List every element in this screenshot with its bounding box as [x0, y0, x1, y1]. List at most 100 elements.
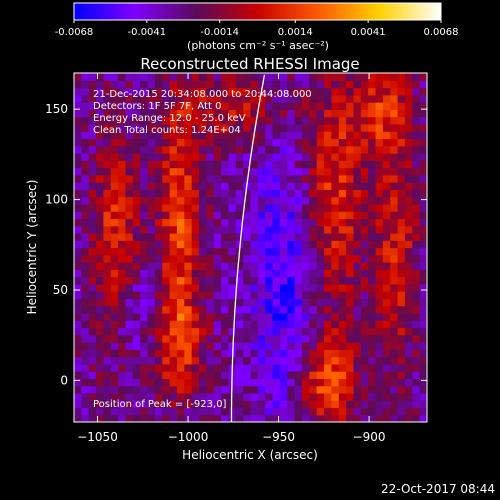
heatmap-cell — [412, 102, 421, 110]
heatmap-cell — [301, 160, 310, 169]
heatmap-cell — [397, 371, 406, 379]
heatmap-cell — [140, 80, 149, 89]
heatmap-cell — [397, 116, 406, 125]
heatmap-cell — [375, 392, 384, 401]
heatmap-cell — [228, 305, 237, 314]
heatmap-cell — [412, 167, 421, 176]
heatmap-cell — [265, 225, 274, 234]
heatmap-cell — [272, 247, 281, 256]
heatmap-cell — [199, 400, 207, 409]
heatmap-cell — [368, 131, 377, 140]
heatmap-cell — [331, 225, 340, 234]
heatmap-cell — [419, 414, 427, 422]
heatmap-cell — [184, 225, 193, 234]
heatmap-cell — [118, 254, 127, 263]
heatmap-cell — [419, 189, 427, 198]
heatmap-cell — [265, 182, 274, 190]
heatmap-cell — [132, 320, 141, 329]
heatmap-cell — [132, 312, 141, 321]
heatmap-cell — [81, 283, 90, 292]
heatmap-cell — [125, 371, 134, 379]
heatmap-cell — [228, 145, 237, 154]
heatmap-cell — [412, 73, 421, 81]
heatmap-cell — [176, 225, 185, 234]
heatmap-cell — [74, 305, 82, 314]
heatmap-cell — [74, 349, 82, 358]
heatmap-cell — [331, 138, 340, 147]
heatmap-cell — [162, 145, 171, 154]
heatmap-cell — [88, 276, 97, 285]
heatmap-cell — [287, 80, 296, 89]
heatmap-cell — [118, 160, 127, 169]
heatmap-cell — [338, 80, 347, 89]
heatmap-cell — [316, 211, 325, 220]
heatmap-cell — [324, 167, 332, 176]
heatmap-cell — [103, 73, 112, 81]
heatmap-cell — [419, 262, 427, 270]
heatmap-cell — [88, 262, 97, 270]
heatmap-cell — [96, 363, 105, 372]
heatmap-cell — [346, 298, 355, 307]
heatmap-cell — [324, 218, 332, 227]
heatmap-cell — [316, 225, 325, 234]
heatmap-cell — [118, 378, 127, 387]
heatmap-cell — [353, 138, 362, 147]
heatmap-cell — [228, 87, 237, 96]
heatmap-cell — [338, 232, 347, 241]
heatmap-cell — [338, 291, 347, 299]
heatmap-cell — [125, 203, 134, 212]
heatmap-cell — [125, 342, 134, 350]
heatmap-cell — [390, 123, 399, 132]
heatmap-cell — [176, 349, 185, 358]
solar-limb-line — [230, 74, 266, 422]
heatmap-cell — [375, 80, 384, 89]
heatmap-cell — [309, 269, 318, 278]
heatmap-cell — [397, 378, 406, 387]
heatmap-cell — [169, 342, 178, 350]
heatmap-cell — [375, 320, 384, 329]
heatmap-cell — [162, 182, 171, 190]
heatmap-cell — [279, 73, 288, 81]
heatmap-cell — [346, 342, 355, 350]
heatmap-cell — [125, 392, 134, 401]
heatmap-cell — [368, 152, 377, 161]
heatmap-cell — [243, 152, 252, 161]
heatmap-cell — [294, 109, 303, 118]
heatmap-cell — [103, 283, 112, 292]
heatmap-cell — [88, 356, 97, 365]
heatmap-cell — [309, 254, 318, 263]
heatmap-cell — [199, 291, 207, 299]
heatmap-cell — [154, 349, 163, 358]
heatmap-cell — [132, 138, 141, 147]
heatmap-cell — [243, 109, 252, 118]
heatmap-cell — [390, 349, 399, 358]
heatmap-cell — [184, 305, 193, 314]
heatmap-cell — [397, 305, 406, 314]
heatmap-cell — [235, 196, 244, 205]
heatmap-cell — [81, 145, 90, 154]
heatmap-cell — [279, 240, 288, 249]
heatmap-cell — [346, 385, 355, 394]
heatmap-cell — [382, 262, 391, 270]
heatmap-cell — [346, 123, 355, 132]
heatmap-cell — [331, 371, 340, 379]
heatmap-cell — [125, 363, 134, 372]
heatmap-cell — [331, 363, 340, 372]
heatmap-cell — [206, 305, 215, 314]
heatmap-cell — [360, 283, 369, 292]
heatmap-cell — [360, 262, 369, 270]
heatmap-cell — [382, 283, 391, 292]
colorbar-tick-label: 0.0014 — [278, 27, 313, 38]
heatmap-cell — [324, 203, 332, 212]
heatmap-cell — [382, 87, 391, 96]
heatmap-cell — [169, 356, 178, 365]
heatmap-cell — [390, 269, 399, 278]
heatmap-cell — [353, 145, 362, 154]
heatmap-cell — [88, 138, 97, 147]
heatmap-cell — [125, 94, 134, 103]
heatmap-cell — [375, 385, 384, 394]
heatmap-cell — [390, 102, 399, 110]
heatmap-cell — [140, 152, 149, 161]
heatmap-cell — [162, 160, 171, 169]
heatmap-cell — [169, 174, 178, 183]
